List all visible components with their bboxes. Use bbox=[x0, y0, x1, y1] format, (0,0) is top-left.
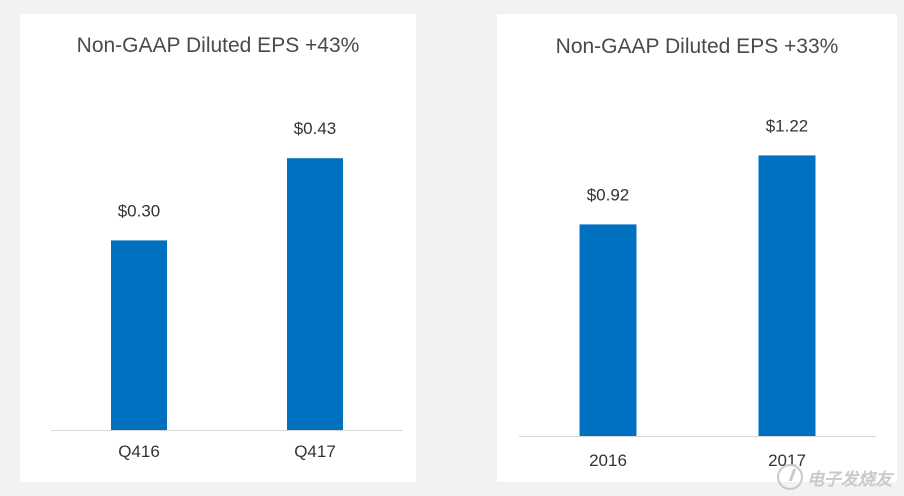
chart-panel-q4: Non-GAAP Diluted EPS +43% $0.30 Q416 $0.43… bbox=[20, 14, 416, 482]
bar-Q417 bbox=[287, 158, 343, 431]
data-label: $0.92 bbox=[587, 185, 630, 204]
data-label: $0.30 bbox=[118, 201, 161, 220]
bar-Q416 bbox=[111, 240, 167, 430]
x-tick-label: Q417 bbox=[294, 442, 336, 461]
chart-title: Non-GAAP Diluted EPS +43% bbox=[76, 34, 360, 57]
bar-2016 bbox=[579, 224, 637, 436]
chart-title: Non-GAAP Diluted EPS +33% bbox=[555, 35, 839, 58]
watermark: 电子发烧友 bbox=[777, 464, 892, 490]
x-tick-label: 2016 bbox=[589, 451, 627, 470]
bar-chart-q4: $0.30 Q416 $0.43 Q417 bbox=[51, 119, 403, 461]
bar-2017 bbox=[758, 155, 816, 436]
data-label: $0.43 bbox=[294, 119, 337, 138]
data-label: $1.22 bbox=[766, 116, 809, 135]
x-tick-label: Q416 bbox=[118, 442, 160, 461]
chart-panel-annual: Non-GAAP Diluted EPS +33% $0.92 2016 $1.22… bbox=[497, 14, 897, 482]
watermark-text: 电子发烧友 bbox=[807, 469, 892, 489]
electronics-logo-icon bbox=[777, 464, 803, 490]
